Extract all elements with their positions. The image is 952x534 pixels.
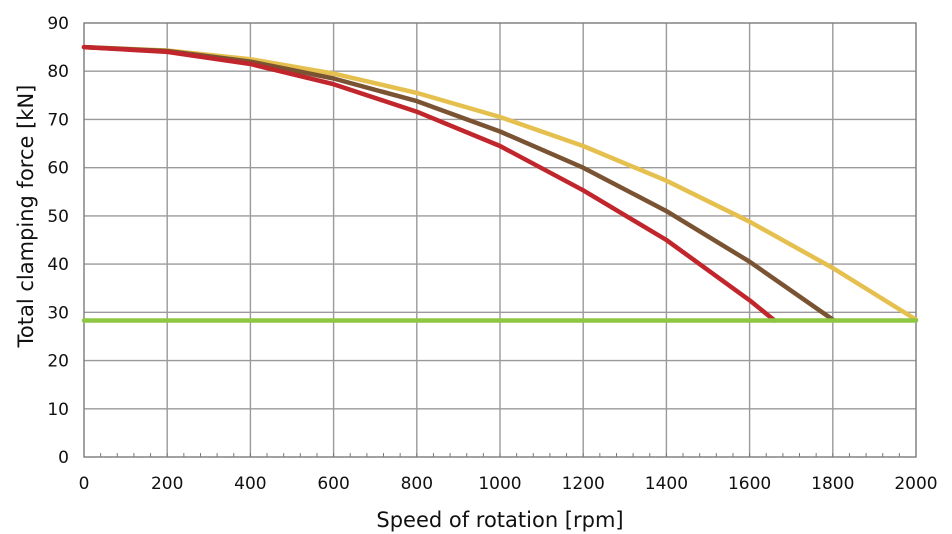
y-tick-label-9: 90 — [47, 14, 69, 34]
series-line-2 — [81, 44, 777, 323]
x-tick-label-9: 1800 — [811, 474, 854, 494]
x-tick-label-10: 2000 — [894, 474, 937, 494]
y-tick-label-1: 10 — [47, 400, 69, 420]
y-tick-label-6: 60 — [47, 159, 69, 179]
x-tick-label-4: 800 — [401, 474, 433, 494]
grid — [84, 23, 916, 457]
y-tick-label-4: 40 — [47, 255, 69, 275]
x-axis-title: Speed of rotation [rpm] — [376, 508, 623, 532]
x-tick-label-2: 400 — [234, 474, 266, 494]
x-tick-label-6: 1200 — [562, 474, 605, 494]
y-axis-title: Total clamping force [kN] — [14, 85, 38, 349]
y-tick-label-8: 80 — [47, 62, 69, 82]
x-axis-tick-labels: 0 200 400 600 800 1000 1200 1400 1600 1800 2000 — [79, 474, 938, 494]
x-tick-label-3: 600 — [317, 474, 349, 494]
y-tick-label-5: 50 — [47, 207, 69, 227]
y-axis-tick-labels: 0 10 20 30 40 50 60 70 80 90 — [47, 14, 69, 468]
x-tick-label-8: 1600 — [728, 474, 771, 494]
y-tick-label-3: 30 — [47, 303, 69, 323]
y-tick-label-0: 0 — [58, 448, 69, 468]
x-tick-label-0: 0 — [79, 474, 90, 494]
y-tick-label-2: 20 — [47, 352, 69, 372]
plot-area-frame — [83, 22, 917, 458]
x-tick-label-5: 1000 — [478, 474, 521, 494]
series-lines — [81, 44, 919, 323]
x-tick-label-7: 1400 — [645, 474, 688, 494]
y-tick-label-7: 70 — [47, 110, 69, 130]
x-tick-label-1: 200 — [151, 474, 183, 494]
